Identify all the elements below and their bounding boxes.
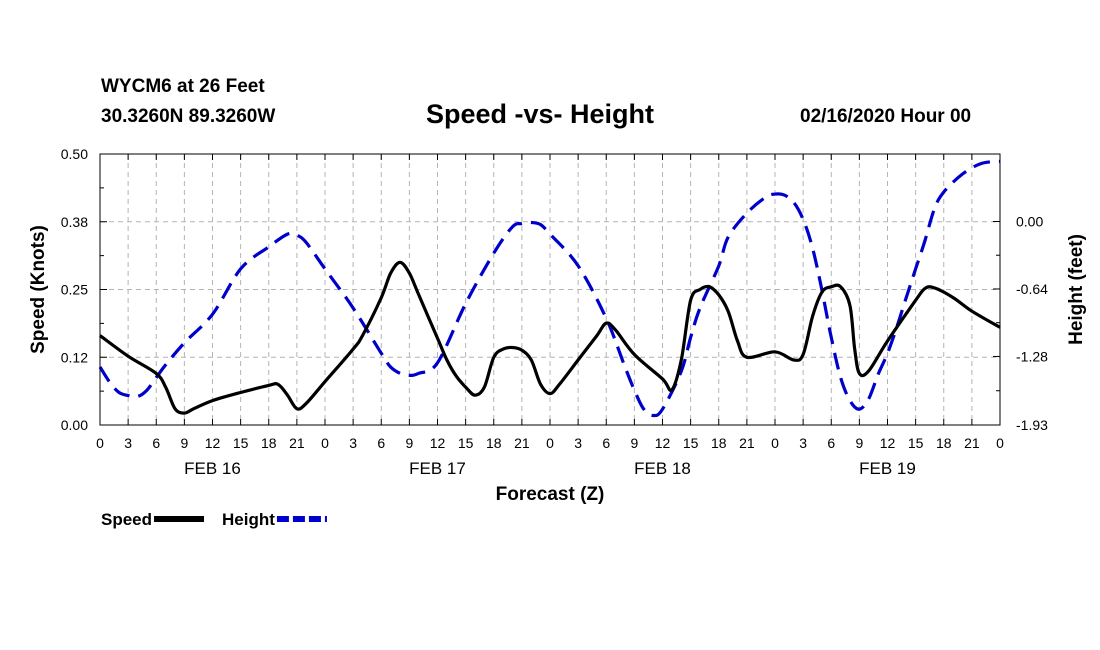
y-right-tick-label: -1.28 xyxy=(1016,348,1048,364)
issue-time: 02/16/2020 Hour 00 xyxy=(800,106,972,127)
x-axis-title: Forecast (Z) xyxy=(496,484,605,505)
x-tick-label: 3 xyxy=(799,435,807,451)
y-right-tick-label: 0.00 xyxy=(1016,213,1043,229)
grid xyxy=(100,154,1000,425)
x-tick-label: 3 xyxy=(349,435,357,451)
x-tick-label: 0 xyxy=(771,435,779,451)
x-tick-label: 6 xyxy=(377,435,385,451)
legend: Speed Height xyxy=(101,510,327,529)
speed-series-line xyxy=(99,260,1001,415)
x-tick-label: 12 xyxy=(655,435,671,451)
legend-label-height: Height xyxy=(222,510,275,529)
x-tick-label: 0 xyxy=(96,435,104,451)
x-tick-label: 21 xyxy=(739,435,755,451)
date-label: FEB 16 xyxy=(184,459,241,478)
x-tick-label: 3 xyxy=(574,435,582,451)
x-tick-label: 15 xyxy=(908,435,924,451)
x-tick-label: 0 xyxy=(321,435,329,451)
x-tick-label: 6 xyxy=(152,435,160,451)
x-tick-label: 18 xyxy=(711,435,727,451)
x-tick-label: 12 xyxy=(430,435,446,451)
y-left-tick-label: 0.38 xyxy=(61,214,88,230)
x-tick-label: 12 xyxy=(205,435,221,451)
legend-label-speed: Speed xyxy=(101,510,152,529)
x-tick-label: 15 xyxy=(683,435,699,451)
x-tick-label: 9 xyxy=(855,435,863,451)
x-tick-label: 6 xyxy=(602,435,610,451)
axis-labels: 0 3 6 9 12 15 18 21 0 3 6 9 12 15 18 21 0 3 6 9 12 15 18 21 0 3 6 9… xyxy=(28,146,1087,505)
axis-ticks xyxy=(99,153,1001,426)
station-coordinates: 30.3260N 89.3260W xyxy=(101,106,276,127)
x-tick-label: 12 xyxy=(880,435,896,451)
x-tick-label: 18 xyxy=(261,435,277,451)
date-label: FEB 18 xyxy=(634,459,691,478)
chart-title: Speed -vs- Height xyxy=(426,99,655,129)
y-left-tick-label: 0.25 xyxy=(61,282,88,298)
x-tick-label: 21 xyxy=(964,435,980,451)
y-right-tick-label: -0.64 xyxy=(1016,281,1048,297)
y-left-axis-title: Speed (Knots) xyxy=(28,225,49,354)
x-tick-label: 3 xyxy=(124,435,132,451)
station-name: WYCM6 at 26 Feet xyxy=(101,76,265,97)
x-tick-label: 21 xyxy=(514,435,530,451)
x-tick-label: 15 xyxy=(233,435,249,451)
y-left-tick-label: 0.12 xyxy=(61,349,88,365)
x-tick-label: 0 xyxy=(996,435,1004,451)
x-tick-label: 0 xyxy=(546,435,554,451)
x-tick-label: 15 xyxy=(458,435,474,451)
y-left-tick-label: 0.00 xyxy=(61,417,88,433)
x-tick-label: 6 xyxy=(827,435,835,451)
series xyxy=(98,159,1001,418)
height-series-line xyxy=(98,159,1001,418)
x-tick-label: 9 xyxy=(405,435,413,451)
x-tick-label: 18 xyxy=(486,435,502,451)
date-label: FEB 17 xyxy=(409,459,466,478)
y-right-tick-label: -1.93 xyxy=(1016,417,1048,433)
y-right-axis-title: Height (feet) xyxy=(1066,234,1087,345)
x-tick-label: 21 xyxy=(289,435,305,451)
y-left-tick-label: 0.50 xyxy=(61,146,88,162)
x-tick-label: 18 xyxy=(936,435,952,451)
x-tick-label: 9 xyxy=(630,435,638,451)
x-tick-label: 9 xyxy=(180,435,188,451)
date-label: FEB 19 xyxy=(859,459,916,478)
